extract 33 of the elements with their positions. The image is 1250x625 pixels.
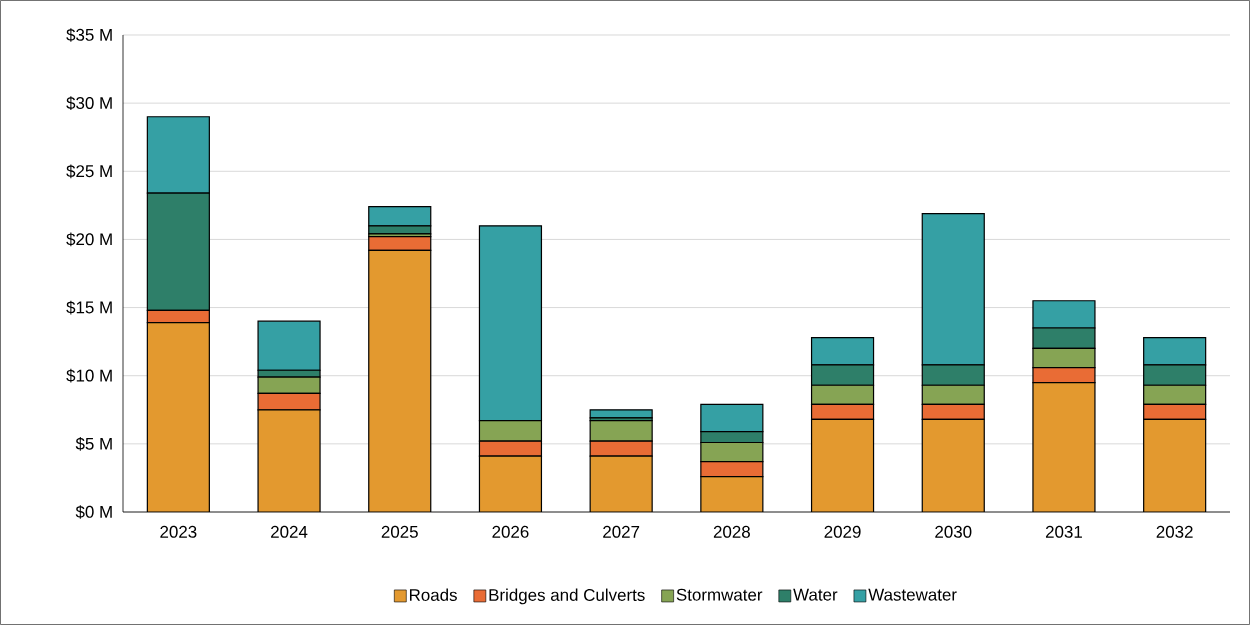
bar	[479, 456, 542, 512]
bar	[590, 456, 653, 512]
x-tick-label: 2030	[935, 525, 972, 538]
legend-label: Wastewater	[868, 588, 957, 601]
bar	[811, 419, 874, 512]
y-tick-label: $30 M	[66, 96, 112, 110]
bar	[147, 322, 210, 512]
y-tick-label: $5 M	[75, 437, 112, 451]
x-tick-label: 2025	[381, 525, 418, 538]
bar	[1143, 418, 1207, 512]
legend-label: Bridges and Culverts	[489, 588, 645, 605]
y-tick-label: $15 M	[66, 300, 112, 315]
x-tick-label: 2028	[713, 525, 750, 538]
x-tick-label: 2026	[492, 525, 529, 538]
legend-label: Water	[793, 588, 838, 601]
legend-label: Roads	[409, 588, 457, 601]
x-tick-label: 2024	[271, 525, 308, 538]
y-tick-label: $0 M	[75, 505, 112, 519]
y-tick-label: $25 M	[66, 164, 112, 179]
y-tick-label: $10 M	[66, 368, 112, 383]
x-tick-label: 2023	[160, 525, 197, 538]
x-tick-label: 2032	[1156, 525, 1193, 538]
bar	[258, 409, 321, 512]
legend-label: Stormwater	[676, 588, 763, 601]
bar	[368, 250, 431, 512]
y-tick-label: $35 M	[66, 28, 112, 42]
bar	[1032, 382, 1095, 512]
x-tick-label: 2027	[603, 525, 640, 538]
bar	[700, 476, 763, 512]
x-tick-label: 2031	[1045, 525, 1082, 538]
x-tick-label: 2029	[824, 525, 861, 538]
y-tick-label: $20 M	[66, 232, 112, 247]
bar	[922, 419, 985, 512]
